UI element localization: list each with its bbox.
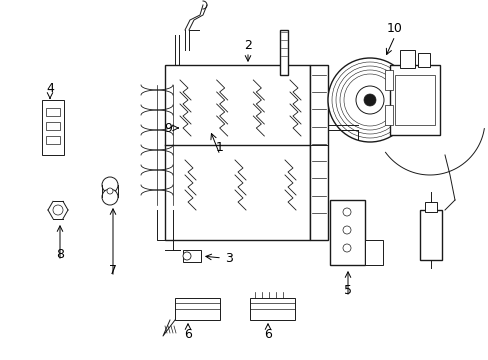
Bar <box>42 100 64 155</box>
Circle shape <box>327 58 411 142</box>
Text: 4: 4 <box>46 81 54 95</box>
Text: 2: 2 <box>244 39 251 51</box>
Circle shape <box>102 189 118 205</box>
Bar <box>329 200 364 265</box>
Circle shape <box>53 205 63 215</box>
Bar <box>399 50 414 68</box>
Bar <box>46 122 60 130</box>
Bar <box>394 75 434 125</box>
Text: 9: 9 <box>164 122 172 135</box>
Bar <box>46 136 60 144</box>
Bar <box>46 108 60 116</box>
Circle shape <box>335 66 403 134</box>
Bar <box>175 298 220 320</box>
Text: 10: 10 <box>386 22 402 35</box>
Text: 3: 3 <box>224 252 232 265</box>
Bar <box>309 65 327 240</box>
Bar <box>183 250 201 262</box>
Circle shape <box>363 94 375 106</box>
Bar <box>384 70 392 90</box>
Circle shape <box>107 188 113 194</box>
Text: 5: 5 <box>343 284 351 297</box>
Text: 1: 1 <box>216 140 224 153</box>
Text: 7: 7 <box>109 264 117 276</box>
Circle shape <box>343 74 395 126</box>
Bar <box>424 202 436 212</box>
Bar <box>364 240 382 265</box>
Bar <box>249 298 294 320</box>
Circle shape <box>342 244 350 252</box>
Circle shape <box>355 86 383 114</box>
Bar <box>419 210 441 260</box>
Bar <box>384 105 392 125</box>
Bar <box>280 30 287 75</box>
Text: 6: 6 <box>183 328 192 342</box>
Circle shape <box>183 252 191 260</box>
Circle shape <box>342 208 350 216</box>
Bar <box>417 53 429 67</box>
Bar <box>164 65 309 240</box>
Circle shape <box>102 177 118 193</box>
Text: 6: 6 <box>264 328 271 342</box>
Circle shape <box>342 226 350 234</box>
Text: 8: 8 <box>56 248 64 261</box>
Bar <box>389 65 439 135</box>
Circle shape <box>339 70 399 130</box>
Circle shape <box>331 62 407 138</box>
